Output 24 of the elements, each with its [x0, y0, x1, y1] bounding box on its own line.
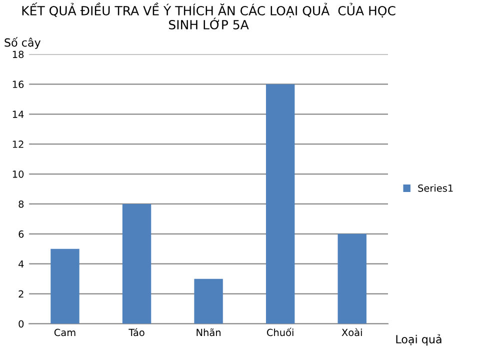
- y-tick-label: 16: [12, 80, 24, 88]
- x-axis-title: Loại quả: [396, 334, 442, 346]
- bar: [50, 248, 80, 324]
- y-tick-label: 10: [12, 170, 24, 178]
- y-tick-label: 14: [12, 110, 24, 118]
- y-tick-label: 2: [18, 290, 24, 298]
- x-tick-label: Táo: [128, 328, 144, 336]
- bar: [338, 234, 366, 324]
- y-axis-title: Số cây: [4, 37, 41, 49]
- y-tick-label: 4: [18, 260, 24, 268]
- bar: [194, 278, 223, 324]
- x-tick-label: Chuối: [266, 328, 294, 336]
- y-tick-label: 6: [18, 230, 24, 238]
- x-tick-label: Nhãn: [196, 328, 220, 336]
- legend-label: Series1: [418, 184, 453, 192]
- y-tick-label: 18: [12, 50, 24, 58]
- y-tick-label: 8: [18, 200, 24, 208]
- x-tick-label: Xoài: [342, 328, 362, 336]
- y-tick-label: 0: [18, 320, 24, 328]
- bar: [122, 204, 152, 324]
- chart-title: KẾT QUẢ ĐIỀU TRA VỀ Ý THÍCH ĂN CÁC LOẠI QUẢ CỦA HỌC SINH LỚP 5A: [22, 2, 396, 30]
- x-tick-label: Cam: [54, 328, 76, 336]
- bar: [266, 84, 295, 324]
- y-tick-label: 12: [12, 140, 24, 148]
